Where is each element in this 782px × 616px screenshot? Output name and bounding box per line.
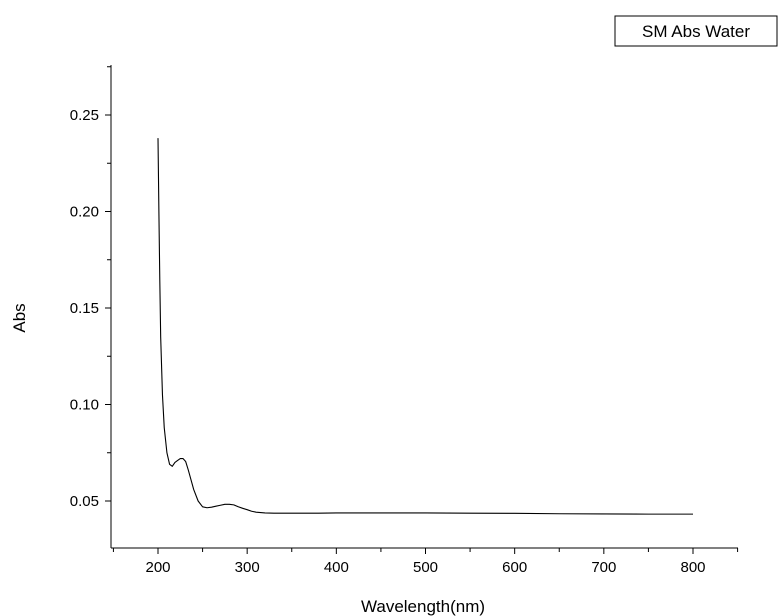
x-tick-label: 800 bbox=[680, 559, 705, 576]
series-group bbox=[157, 138, 693, 515]
legend-label: SM Abs Water bbox=[642, 22, 750, 41]
legend-box bbox=[614, 15, 778, 47]
x-axis-ticks: 200 300 400 500 600 700 800 bbox=[112, 548, 739, 576]
series-line-0 bbox=[157, 138, 693, 515]
y-tick-label: 0.10 bbox=[70, 397, 99, 414]
y-axis-title: Abs bbox=[10, 303, 29, 332]
y-axis-ticks: 0.05 0.10 0.15 0.20 0.25 bbox=[70, 66, 111, 510]
x-tick-label: 400 bbox=[324, 559, 349, 576]
y-tick-label: 0.20 bbox=[70, 204, 99, 221]
legend: SM Abs Water bbox=[614, 15, 778, 47]
x-tick-label: 300 bbox=[235, 559, 260, 576]
y-tick-label: 0.15 bbox=[70, 300, 99, 317]
x-axis-title: Wavelength(nm) bbox=[361, 597, 485, 616]
y-tick-label: 0.25 bbox=[70, 107, 99, 124]
x-tick-label: 600 bbox=[502, 559, 527, 576]
y-tick-label: 0.05 bbox=[70, 493, 99, 510]
x-tick-label: 700 bbox=[591, 559, 616, 576]
x-tick-label: 200 bbox=[145, 559, 170, 576]
x-tick-label: 500 bbox=[413, 559, 438, 576]
plot-area: 200 300 400 500 600 700 800 0.050.100.150.200.… bbox=[70, 65, 739, 576]
